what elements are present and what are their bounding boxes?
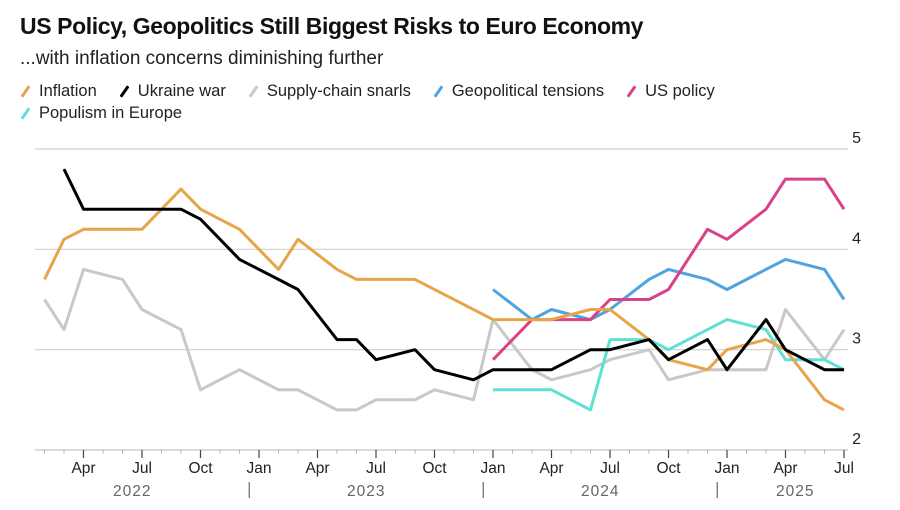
- legend-label: Supply-chain snarls: [266, 81, 411, 100]
- year-label: 2025: [776, 483, 814, 500]
- chart-title: US Policy, Geopolitics Still Biggest Ris…: [20, 13, 644, 39]
- series-line-ukraine-war: [62, 168, 844, 382]
- series-line-populism-in-europe: [493, 318, 845, 412]
- legend-item: Inflation: [20, 80, 97, 102]
- legend-item: Geopolitical tensions: [433, 80, 604, 102]
- legend-item: Populism in Europe: [20, 103, 182, 125]
- y-axis-labels: 2 3 4 5: [852, 130, 861, 448]
- x-tick-label: Jul: [366, 460, 386, 477]
- y-tick-label: 4: [852, 230, 861, 247]
- x-tick-label: Apr: [773, 460, 797, 477]
- y-tick-label: 2: [852, 431, 861, 448]
- series-line-supply-chain-snarls: [43, 267, 846, 412]
- legend-item: Ukraine war: [119, 80, 226, 102]
- x-tick-label: Oct: [188, 460, 213, 477]
- legend-label: Geopolitical tensions: [451, 81, 605, 100]
- legend-label: US policy: [645, 81, 715, 100]
- x-tick-label: Jan: [715, 460, 740, 477]
- series-line-inflation: [43, 187, 845, 412]
- x-tick-label: Jan: [247, 460, 272, 477]
- legend-item: Supply-chain snarls: [248, 80, 411, 102]
- series-line-geopolitical-tensions: [492, 257, 846, 322]
- legend: Inflation Ukraine war Supply-chain snarls G…: [20, 80, 900, 125]
- y-tick-label: 3: [852, 331, 861, 348]
- x-axis: Apr Jul Oct Jan Apr Jul Oct Jan Apr Jul Oct Jan Apr J…: [35, 449, 854, 500]
- legend-label: Populism in Europe: [39, 104, 183, 122]
- x-tick-label: Jan: [481, 460, 506, 477]
- x-tick-label: Jul: [834, 460, 854, 477]
- y-tick-label: 5: [852, 130, 861, 147]
- series-line-us-policy: [491, 177, 846, 361]
- year-label: 2024: [581, 483, 619, 500]
- series-lines: [43, 168, 846, 412]
- x-tick-label: Jul: [132, 460, 152, 477]
- x-tick-label: Apr: [305, 460, 329, 477]
- year-label: 2023: [347, 483, 385, 500]
- x-tick-label: Apr: [539, 460, 563, 477]
- legend-label: Inflation: [39, 81, 97, 100]
- x-tick-label: Apr: [71, 460, 95, 477]
- x-tick-label: Oct: [656, 460, 681, 477]
- legend-item: US policy: [626, 80, 715, 102]
- x-tick-label: Jul: [600, 460, 620, 477]
- x-tick-label: Oct: [422, 460, 447, 477]
- legend-label: Ukraine war: [137, 81, 226, 100]
- chart-subtitle: ...with inflation concerns diminishing f…: [20, 48, 384, 69]
- year-label: 2022: [113, 483, 151, 500]
